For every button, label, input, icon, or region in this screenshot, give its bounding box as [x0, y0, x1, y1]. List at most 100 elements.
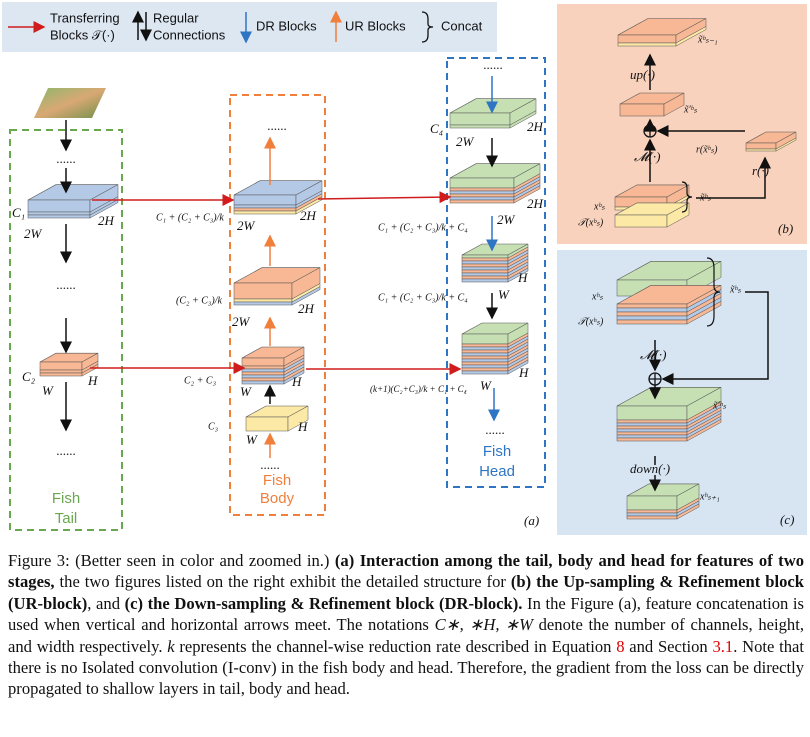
label: xʰₛ	[591, 291, 603, 302]
block-face	[686, 418, 722, 442]
panel-tag: (b)	[778, 221, 793, 236]
caption-ref[interactable]: 8	[616, 636, 625, 656]
block-face	[461, 346, 509, 351]
label: W	[246, 432, 258, 447]
label: 2W	[497, 212, 516, 227]
block-face	[626, 509, 678, 514]
label: C₃	[208, 421, 219, 432]
block-face	[616, 307, 688, 313]
label: r(x̃ᵇₛ)	[696, 144, 718, 155]
legend: Transferring Blocks 𝒯(·) Regular Connect…	[8, 10, 483, 44]
block-face	[745, 148, 777, 152]
block-face	[619, 103, 665, 117]
section-name: Tail	[55, 510, 78, 527]
label: x̃ᵇₛ	[699, 192, 711, 203]
caption-text: represents the channel-wise reduction ra…	[174, 636, 617, 656]
block-face	[461, 358, 509, 363]
block-face	[295, 196, 323, 215]
label: x̃′ʰₛ	[712, 400, 726, 411]
block-face	[283, 369, 305, 385]
block-face	[616, 311, 688, 317]
section-name: Fish	[263, 472, 291, 489]
block-face	[616, 419, 688, 424]
block-face	[617, 42, 677, 47]
block-face	[616, 422, 688, 427]
label: r(·)	[752, 163, 769, 178]
head-box	[446, 57, 546, 488]
caption-bold: (b) the Up-sampling & Refinement block (…	[8, 572, 804, 613]
block-face	[507, 267, 529, 283]
block-face	[233, 210, 297, 215]
brace	[681, 181, 693, 213]
label: C₁ + (C₂ + C₃)/k + C₄	[378, 222, 468, 233]
label: H	[291, 374, 302, 389]
label: W	[42, 383, 54, 398]
legend-text: DR Blocks	[256, 18, 317, 33]
blocks	[27, 18, 797, 520]
block-face	[616, 431, 688, 436]
block-face	[461, 349, 509, 354]
label: up(·)	[630, 67, 655, 82]
legend-text: Transferring	[50, 10, 120, 25]
block-face	[233, 301, 293, 306]
block-face	[626, 512, 678, 517]
label: 2H	[298, 301, 315, 316]
section-name: Fish	[52, 490, 80, 507]
label: 2H	[527, 119, 544, 134]
block-face	[449, 199, 515, 204]
label: H	[517, 270, 528, 285]
block-face	[745, 142, 777, 150]
block-face	[39, 361, 83, 371]
caption-text: . Note that there is no Isolated convolu…	[8, 636, 804, 699]
block-face	[616, 405, 688, 421]
block-face	[461, 333, 509, 345]
block-face	[461, 361, 509, 366]
section-name: Fish	[483, 443, 511, 460]
block-face	[39, 369, 83, 374]
label: x̃ᵇₛ₋₁	[697, 34, 718, 45]
block-face	[39, 372, 83, 377]
block-face	[461, 269, 509, 274]
block-face	[616, 434, 688, 439]
block-face	[233, 298, 293, 303]
brace	[706, 257, 721, 327]
label: C₂	[22, 369, 36, 384]
caption: Figure 3: (Better seen in color and zoom…	[8, 550, 804, 700]
dots: ......	[485, 422, 505, 437]
block-face	[461, 266, 509, 271]
block-face	[461, 263, 509, 268]
label: (C₂ + C₃)/k	[176, 295, 222, 306]
dots: ......	[483, 57, 503, 72]
block-face	[614, 214, 668, 228]
block-face	[241, 368, 285, 373]
block-face	[233, 204, 297, 209]
label: 𝒯(xʰₛ)	[578, 316, 604, 327]
block-face	[616, 437, 688, 442]
block-face	[461, 260, 509, 265]
caption-text: denote the number of channels, height, a…	[8, 615, 804, 656]
caption-bold: (c) the Down-sampling & Refinement block…	[124, 593, 523, 613]
label: (k+1)(C₂+C₃)/k + C₁ + C₄	[370, 384, 467, 394]
label: C₁	[12, 205, 25, 220]
label: 2H	[527, 196, 544, 211]
label: W	[480, 378, 492, 393]
legend-brace	[421, 11, 434, 43]
legend-text: UR Blocks	[345, 18, 406, 33]
label: H	[518, 365, 529, 380]
section-name: Head	[479, 463, 515, 480]
block-face	[616, 303, 688, 309]
block-face	[233, 207, 297, 212]
block-face	[616, 428, 688, 433]
caption-text: , and	[87, 593, 125, 613]
label: x̃′ᵇₛ	[683, 104, 697, 115]
figure: Transferring Blocks 𝒯(·) Regular Connect…	[2, 2, 807, 535]
dots: ......	[267, 118, 287, 133]
block-face	[449, 112, 511, 126]
block-face	[287, 405, 309, 432]
block-face	[461, 364, 509, 369]
block-face	[461, 272, 509, 277]
block-face	[626, 515, 678, 520]
label: 2W	[456, 134, 475, 149]
caption-ref[interactable]: 3.1	[712, 636, 734, 656]
